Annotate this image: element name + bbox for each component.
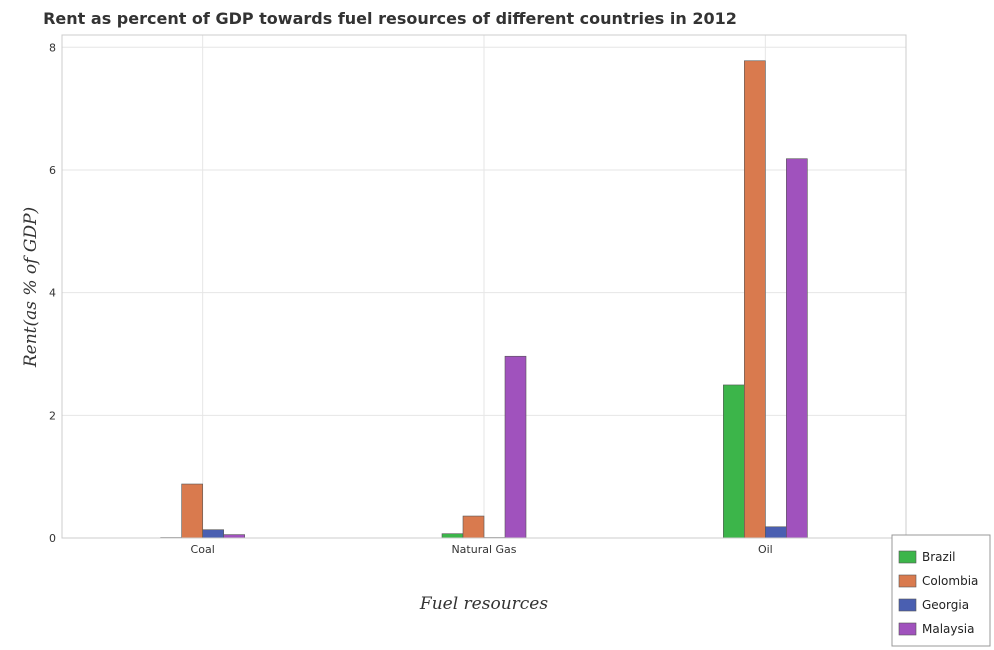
grid (62, 35, 906, 539)
bar-brazil-oil (723, 384, 745, 539)
y-tick-labels: 0 2 4 6 8 (49, 41, 56, 545)
y-tick-label: 4 (49, 287, 56, 300)
legend-label: Colombia (922, 574, 978, 588)
legend-label: Brazil (922, 550, 956, 564)
y-tick-label: 2 (49, 409, 56, 422)
legend-swatch (898, 622, 917, 636)
x-tick-label: Coal (191, 543, 215, 556)
legend-label: Malaysia (922, 622, 974, 636)
x-tick-label: Natural Gas (451, 543, 516, 556)
bars (160, 60, 808, 539)
y-axis-label: Rent(as % of GDP) (21, 207, 41, 368)
x-tick-label: Oil (758, 543, 773, 556)
y-tick-label: 8 (49, 41, 56, 54)
legend-label: Georgia (922, 598, 969, 612)
bar-georgia-coal (202, 529, 224, 539)
y-tick-label: 6 (49, 164, 56, 177)
x-tick-labels: Coal Natural Gas Oil (191, 543, 773, 556)
bar-malaysia-oil (786, 158, 808, 539)
bar-colombia-oil (744, 60, 766, 539)
bar-colombia-coal (181, 483, 203, 539)
chart-title: Rent as percent of GDP towards fuel reso… (43, 9, 737, 28)
bar-malaysia-natural-gas (504, 355, 527, 539)
legend-swatch (898, 574, 917, 588)
legend-swatch (898, 598, 917, 612)
x-axis-label: Fuel resources (419, 594, 548, 614)
bar-georgia-oil (765, 526, 787, 539)
legend-swatch (898, 550, 917, 564)
bar-colombia-natural-gas (462, 515, 485, 539)
plot-frame (61, 34, 907, 539)
bar-malaysia-coal (223, 534, 245, 539)
bar-brazil-natural-gas (441, 533, 464, 539)
legend: Brazil Colombia Georgia Malaysia (891, 534, 991, 647)
y-tick-label: 0 (49, 532, 56, 545)
